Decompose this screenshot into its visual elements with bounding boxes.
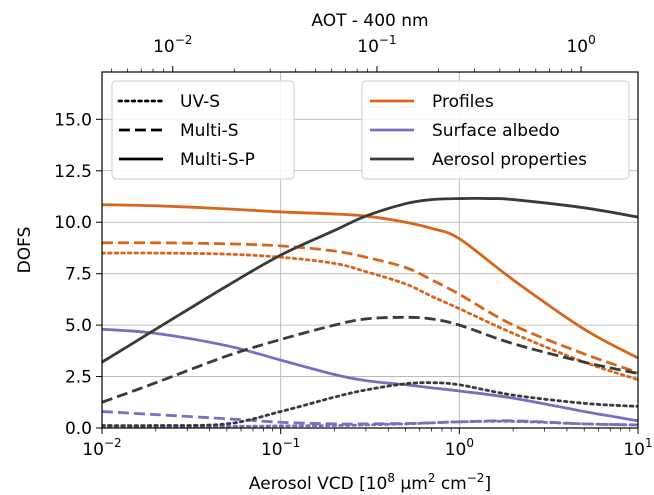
legend-color: Profiles Surface albedo Aerosol properties <box>361 80 630 180</box>
y-tick-label: 7.5 <box>65 265 92 285</box>
x-tick-label: 10−2 <box>82 436 121 460</box>
legend-label: Aerosol properties <box>432 150 587 170</box>
series-line-aerosol-properties-multi-s-p <box>102 197 638 364</box>
legend-label: Profiles <box>432 92 494 112</box>
top-axis-label: AOT - 400 nm <box>311 11 428 31</box>
x-axis-ticks: 10−2 10−1 100 101 <box>82 428 653 460</box>
legend-label: Surface albedo <box>432 121 560 141</box>
legend-linestyle-box <box>111 80 295 180</box>
series-line-surface-albedo-multi-s-p <box>102 327 638 423</box>
y-axis-label: DOFS <box>15 227 35 274</box>
y-tick-label: 10.0 <box>54 213 92 233</box>
top-axis-ticks: 10−2 10−1 100 <box>110 33 596 72</box>
y-axis-ticks: 0.0 2.5 5.0 7.5 10.0 12.5 15.0 <box>54 110 102 439</box>
y-tick-label: 5.0 <box>65 316 92 336</box>
series-lines <box>102 197 638 428</box>
top-tick-label: 100 <box>566 33 595 57</box>
x-tick-label: 10−1 <box>261 436 300 460</box>
series-line-surface-albedo-uv-s <box>102 419 638 428</box>
y-tick-label: 0.0 <box>65 419 92 439</box>
y-tick-label: 2.5 <box>65 368 92 388</box>
series-line-profiles-multi-s <box>102 241 638 374</box>
series-line-profiles-uv-s <box>102 251 638 382</box>
x-tick-label: 101 <box>623 436 652 460</box>
plot-frame <box>101 71 639 429</box>
y-tick-label: 15.0 <box>54 110 92 130</box>
legend-label: Multi-S <box>180 121 238 141</box>
series-line-profiles-multi-s-p <box>102 203 638 360</box>
top-tick-label: 10−1 <box>357 33 396 57</box>
top-tick-label: 10−2 <box>153 33 192 57</box>
x-axis-label: Aerosol VCD [108 µm2 cm−2] <box>249 471 491 494</box>
legend-label: UV-S <box>180 92 220 112</box>
legend-linestyle: UV-S Multi-S Multi-S-P <box>111 80 295 180</box>
legend-color-box <box>361 80 630 180</box>
x-tick-label: 100 <box>445 436 474 460</box>
legend-label: Multi-S-P <box>180 150 255 170</box>
series-line-aerosol-properties-uv-s <box>102 381 638 428</box>
y-tick-label: 12.5 <box>54 162 92 182</box>
series-line-aerosol-properties-multi-s <box>102 315 638 404</box>
